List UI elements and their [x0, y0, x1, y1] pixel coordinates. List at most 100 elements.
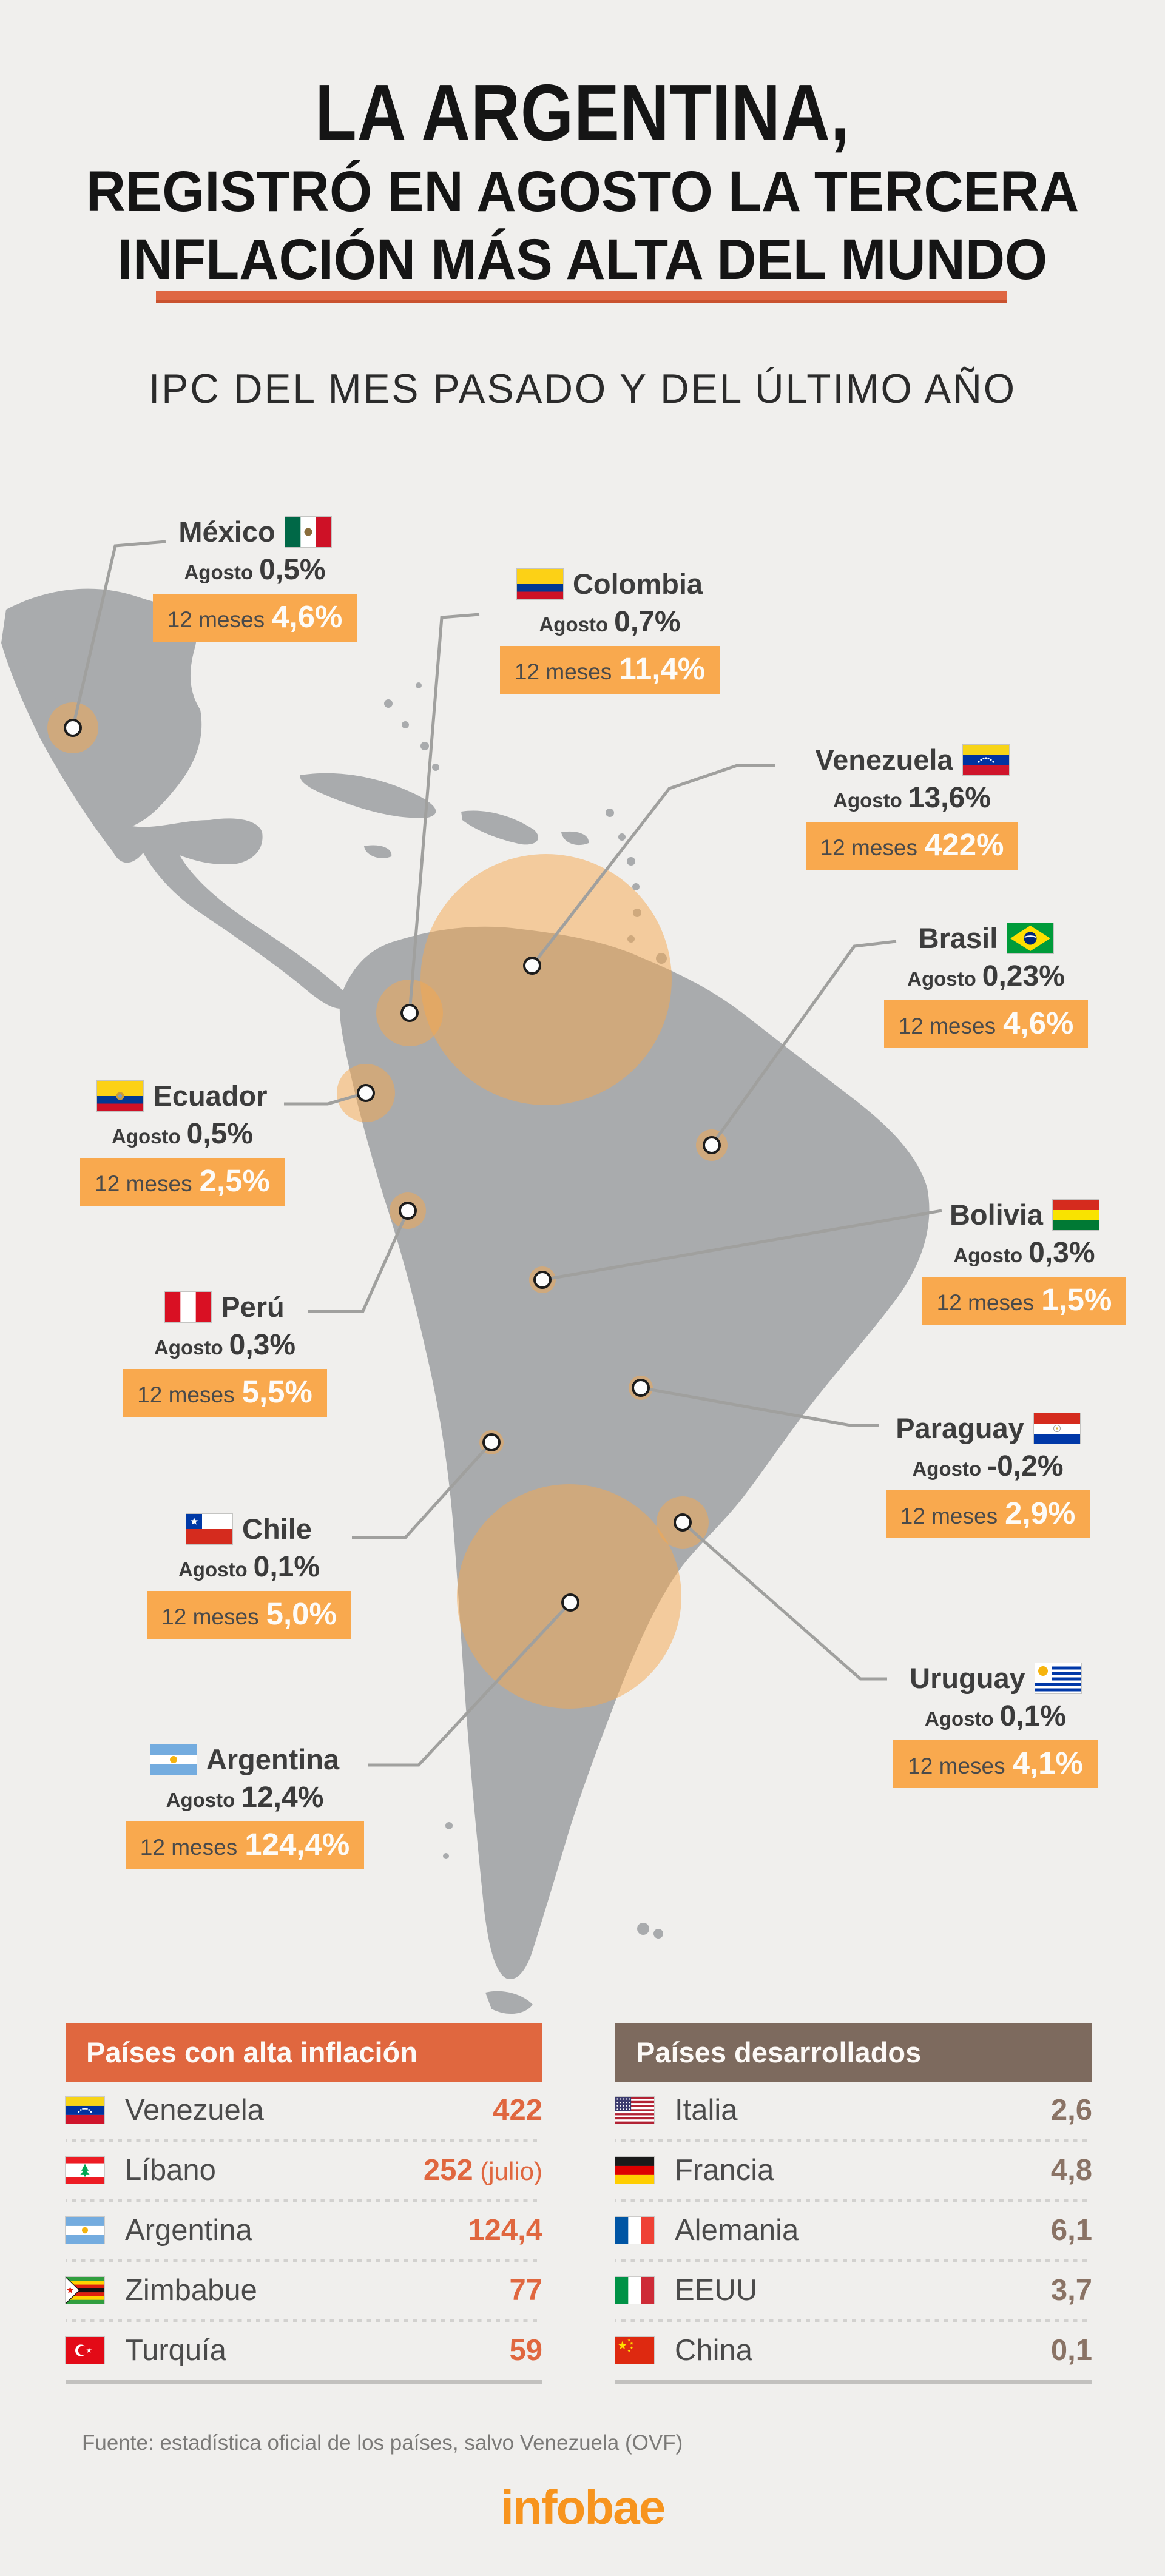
country-label-peru: Perú Agosto 0,3% 12 meses 5,5%: [114, 1291, 336, 1417]
country-label-paraguay: Paraguay Agosto -0,2% 12 meses 2,9%: [873, 1413, 1103, 1538]
brazil-flag: [1007, 923, 1055, 954]
annual-inflation-badge: 12 meses 1,5%: [922, 1277, 1127, 1325]
year-label: 12 meses: [908, 1754, 1005, 1778]
year-label: 12 meses: [936, 1290, 1035, 1315]
country-name: EEUU: [675, 2274, 758, 2307]
monthly-inflation-value: 0,3%: [1028, 1237, 1095, 1269]
leader-line-mexico: [71, 540, 166, 728]
title-line-3: INFLACIÓN MÁS ALTA DEL MUNDO: [117, 227, 1048, 292]
argentina-flag: [65, 2216, 105, 2244]
country-name-row: Brasil: [868, 922, 1104, 955]
year-label: 12 meses: [95, 1171, 192, 1196]
mexico-flag: [284, 516, 332, 548]
country-label-colombia: Colombia Agosto 0,7% 12 meses 11,4%: [482, 568, 737, 694]
uruguay-flag: [1034, 1663, 1082, 1694]
country-label-bolivia: Bolivia Agosto 0,3% 12 meses 1,5%: [915, 1199, 1133, 1325]
monthly-inflation-value: 0,7%: [614, 606, 681, 638]
inflation-circle-venezuela: [420, 854, 672, 1105]
country-name: Perú: [221, 1291, 285, 1323]
source-note: Fuente: estadística oficial de los paíse…: [82, 2431, 683, 2455]
leader-lines: [71, 540, 942, 1767]
month-label: Agosto: [907, 967, 976, 990]
city-dot-argentina: [561, 1593, 579, 1612]
table-row: Alemania 6,1: [615, 2199, 1092, 2259]
chile-flag: [186, 1513, 234, 1545]
country-name: Venezuela: [815, 744, 953, 776]
monthly-inflation-value: 0,1%: [253, 1551, 320, 1583]
annual-inflation-badge: 12 meses 124,4%: [125, 1821, 365, 1869]
city-dot-paraguay: [632, 1379, 650, 1397]
city-dot-ecuador: [357, 1084, 375, 1102]
country-label-ecuador: Ecuador Agosto 0,5% 12 meses 2,5%: [66, 1080, 299, 1206]
leader-line-ecuador: [284, 1091, 366, 1106]
country-name: México: [178, 516, 275, 548]
monthly-inflation-row: Agosto 0,3%: [915, 1236, 1133, 1270]
country-name: China: [675, 2334, 753, 2367]
table-title: Países con alta inflación: [66, 2023, 542, 2082]
month-label: Agosto: [184, 561, 254, 583]
annual-inflation-badge: 12 meses 4,1%: [893, 1740, 1098, 1788]
annual-inflation-value: 2,5%: [199, 1163, 270, 1198]
country-name: Chile: [242, 1513, 312, 1545]
country-name: Brasil: [918, 922, 998, 955]
monthly-inflation-value: 0,23%: [982, 960, 1065, 992]
city-dot-mexico: [64, 719, 82, 737]
leader-line-bolivia: [542, 1209, 942, 1282]
monthly-inflation-row: Agosto 0,5%: [66, 1117, 299, 1151]
title-line-2: REGISTRÓ EN AGOSTO LA TERCERA: [86, 159, 1079, 224]
table-bottom-rule: [615, 2380, 1092, 2384]
country-name-row: Chile: [138, 1513, 360, 1545]
lebanon-flag: [65, 2156, 105, 2184]
country-name-row: Venezuela: [769, 744, 1055, 776]
country-name-row: Paraguay: [873, 1413, 1103, 1444]
country-name-row: Argentina: [119, 1744, 371, 1775]
annual-inflation-value: 5,0%: [266, 1596, 337, 1631]
year-label: 12 meses: [161, 1604, 259, 1629]
year-label: 12 meses: [900, 1504, 998, 1528]
annual-inflation-badge: 12 meses 422%: [805, 822, 1019, 870]
country-label-argentina: Argentina Agosto 12,4% 12 meses 124,4%: [119, 1744, 371, 1869]
table-row: Turquía 59: [65, 2319, 542, 2379]
inflation-value: 6,1: [1050, 2214, 1092, 2247]
table-row: Líbano 252 (julio): [65, 2139, 542, 2199]
country-name: Uruguay: [910, 1662, 1025, 1695]
country-name-row: Bolivia: [915, 1199, 1133, 1231]
inflation-value: 4,8: [1050, 2154, 1092, 2187]
city-dot-venezuela: [523, 957, 541, 975]
paraguay-flag: [1033, 1413, 1081, 1444]
country-name: Colombia: [572, 568, 703, 600]
monthly-inflation-row: Agosto 0,7%: [482, 605, 737, 639]
value-suffix: (julio): [473, 2157, 542, 2185]
table-row: Zimbabue 77: [65, 2259, 542, 2319]
month-label: Agosto: [924, 1707, 994, 1730]
monthly-inflation-value: 12,4%: [241, 1781, 324, 1814]
table-high-inflation: Países con alta inflación Venezuela 422 Líb…: [65, 2023, 542, 2384]
city-dot-brasil: [703, 1136, 721, 1154]
annual-inflation-badge: 12 meses 5,0%: [147, 1591, 351, 1639]
annual-inflation-value: 422%: [924, 827, 1004, 862]
annual-inflation-value: 5,5%: [241, 1374, 312, 1409]
country-name: Líbano: [125, 2154, 216, 2187]
city-dot-colombia: [400, 1004, 419, 1022]
annual-inflation-value: 4,1%: [1012, 1746, 1083, 1780]
annual-inflation-badge: 12 meses 4,6%: [152, 594, 357, 642]
month-label: Agosto: [833, 789, 902, 812]
infobae-logo: infobae: [500, 2480, 666, 2534]
landmass: [1, 588, 930, 2014]
country-label-uruguay: Uruguay Agosto 0,1% 12 meses 4,1%: [879, 1663, 1112, 1788]
country-name: Argentina: [206, 1743, 340, 1776]
year-label: 12 meses: [140, 1835, 238, 1860]
annual-inflation-badge: 12 meses 2,5%: [80, 1158, 285, 1206]
country-name: Venezuela: [125, 2094, 264, 2127]
table-row: China 0,1: [615, 2319, 1092, 2379]
month-label: Agosto: [912, 1458, 982, 1480]
monthly-inflation-value: 0,3%: [229, 1329, 296, 1361]
ecuador-flag: [96, 1080, 144, 1112]
annual-inflation-value: 1,5%: [1041, 1282, 1112, 1317]
country-label-venezuela: Venezuela Agosto 13,6% 12 meses 422%: [769, 744, 1055, 870]
country-label-chile: Chile Agosto 0,1% 12 meses 5,0%: [138, 1513, 360, 1639]
france-flag: [615, 2216, 655, 2244]
subtitle: IPC DEL MES PASADO Y DEL ÚLTIMO AÑO: [149, 366, 1016, 412]
page-title: LA ARGENTINA, REGISTRÓ EN AGOSTO LA TERC…: [0, 68, 1165, 294]
